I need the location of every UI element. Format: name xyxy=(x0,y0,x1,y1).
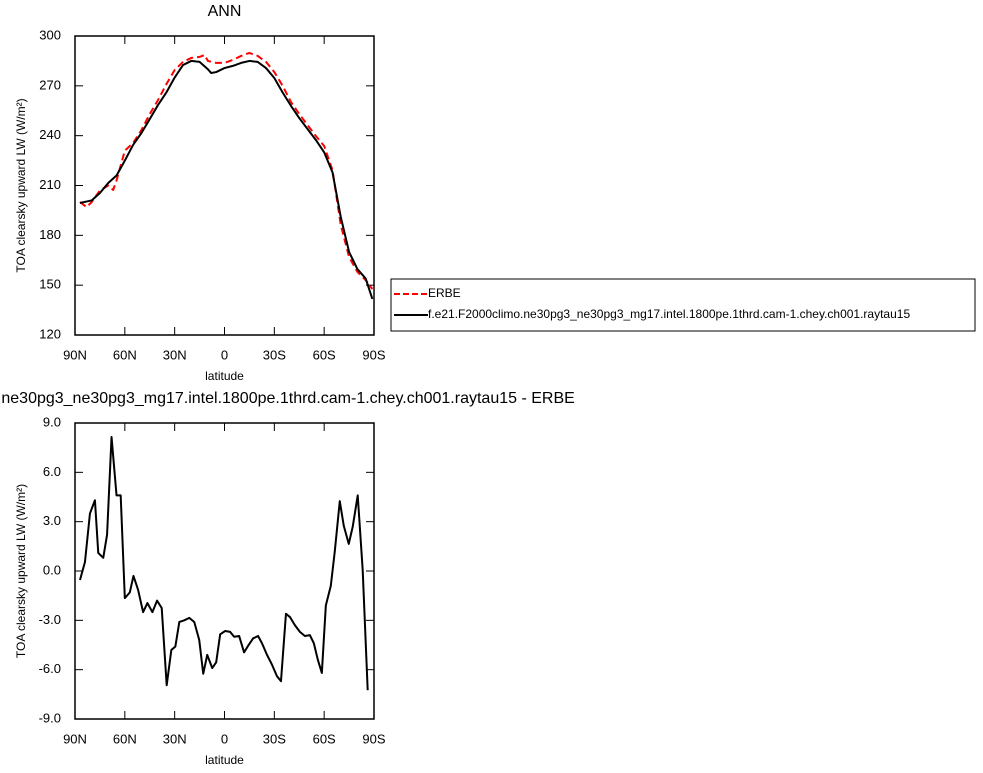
plot-frame xyxy=(74,35,375,336)
x-tick-label: 60S xyxy=(313,731,336,746)
x-tick-label: 30S xyxy=(263,731,286,746)
y-tick-label: 120 xyxy=(39,326,61,341)
x-tick-label: 90S xyxy=(362,347,385,362)
x-tick-label: 30N xyxy=(163,347,187,362)
y-axis-label: TOA clearsky upward LW (W/m²) xyxy=(14,98,28,272)
y-tick-label: 240 xyxy=(39,127,61,142)
y-tick-label: 150 xyxy=(39,277,61,292)
y-tick-label: 210 xyxy=(39,177,61,192)
y-tick-label: -9.0 xyxy=(39,710,61,725)
y-tick-label: -6.0 xyxy=(39,661,61,676)
data-line xyxy=(79,51,374,290)
x-tick-label: 60N xyxy=(113,731,137,746)
x-tick-label: 30S xyxy=(263,347,286,362)
chart-title: f.e21.F2000climo.ne30pg3_ne30pg3_mg17.in… xyxy=(0,390,575,407)
x-axis-label: latitude xyxy=(205,369,244,383)
legend-box xyxy=(390,278,976,332)
x-tick-label: 0 xyxy=(221,347,228,362)
y-tick-label: 180 xyxy=(39,227,61,242)
y-tick-label: 0.0 xyxy=(43,562,61,577)
data-line xyxy=(79,59,374,300)
y-tick-label: -3.0 xyxy=(39,612,61,627)
x-tick-label: 90N xyxy=(63,731,87,746)
data-line xyxy=(79,435,369,691)
legend-label: f.e21.F2000climo.ne30pg3_ne30pg3_mg17.in… xyxy=(428,307,910,321)
x-tick-label: 60S xyxy=(313,347,336,362)
plot-frame xyxy=(74,422,375,720)
x-tick-label: 30N xyxy=(163,731,187,746)
chart-title: ANN xyxy=(208,3,242,20)
y-axis-label: TOA clearsky upward LW (W/m²) xyxy=(14,484,28,658)
x-tick-label: 90S xyxy=(362,731,385,746)
y-tick-label: 3.0 xyxy=(43,513,61,528)
x-tick-label: 0 xyxy=(221,731,228,746)
legend-label: ERBE xyxy=(428,286,461,300)
y-tick-label: 270 xyxy=(39,77,61,92)
x-tick-label: 60N xyxy=(113,347,137,362)
y-tick-label: 9.0 xyxy=(43,414,61,429)
y-tick-label: 6.0 xyxy=(43,464,61,479)
x-axis-label: latitude xyxy=(205,753,244,767)
y-tick-label: 300 xyxy=(39,27,61,42)
x-tick-label: 90N xyxy=(63,347,87,362)
